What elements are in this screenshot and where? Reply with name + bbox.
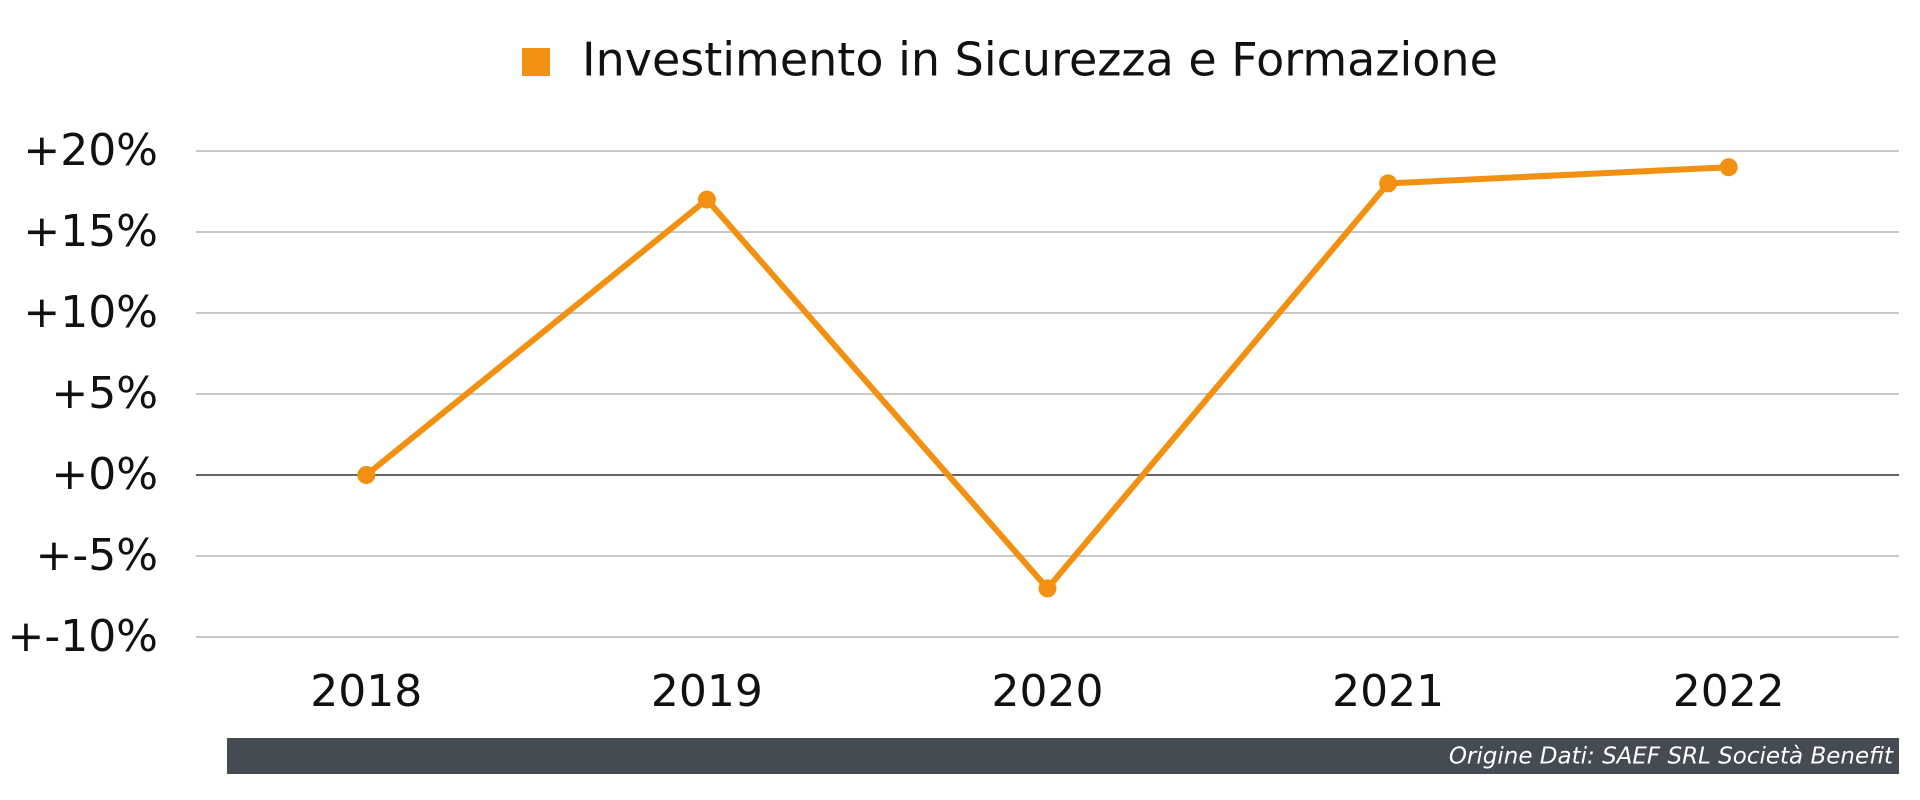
point [697,190,716,209]
line [364,164,1729,592]
legend-label: Investimento in Sicurezza e Formazione [582,33,1498,87]
y-tick-label: +10% [23,287,158,338]
point [1719,158,1738,177]
x-tick-label: 2021 [1332,666,1444,717]
x-tick-label: 2018 [310,666,422,717]
source-text: Origine Dati: SAEF SRL Società Benefit [1449,744,1894,770]
x-tick-label: 2019 [651,666,763,717]
legend-swatch [522,48,550,76]
y-tick-label: +20% [23,125,158,176]
y-tick-label: +-5% [35,530,158,581]
point [357,466,376,484]
y-tick-label: +15% [23,206,158,257]
y-tick-label: +-10% [7,611,158,662]
x-tick-label: 2020 [992,666,1104,717]
source-bar [227,738,1899,774]
x-tick-label: 2022 [1673,666,1785,717]
point [1038,579,1057,598]
y-tick-label: +0% [51,449,158,500]
y-tick-label: +5% [51,368,158,419]
point [1379,174,1398,193]
